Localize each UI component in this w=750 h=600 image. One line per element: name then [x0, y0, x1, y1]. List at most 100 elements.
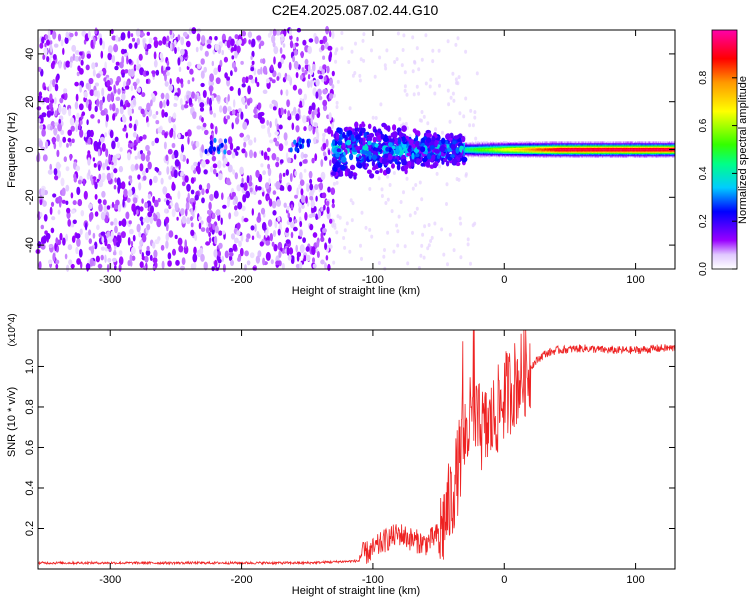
heat-cell: [404, 168, 408, 175]
heat-cell: [265, 78, 270, 84]
heat-cell: [164, 208, 168, 214]
heat-cell: [159, 100, 163, 109]
heat-cell: [446, 88, 450, 93]
heat-cell: [189, 197, 195, 203]
heat-cell: [385, 146, 390, 152]
heat-cell: [331, 30, 335, 39]
heat-cell: [177, 34, 181, 41]
heat-cell: [312, 263, 317, 269]
heat-cell: [107, 52, 112, 61]
heat-cell: [99, 37, 103, 46]
heat-cell: [157, 197, 161, 203]
heat-cell: [335, 47, 339, 52]
heat-cell: [299, 244, 305, 254]
heat-cell: [318, 95, 323, 101]
heat-cell: [251, 38, 256, 48]
heat-cell: [223, 56, 228, 63]
heat-cell: [393, 60, 397, 64]
heat-cell: [187, 136, 190, 145]
heat-cell: [184, 131, 189, 137]
heat-cell: [252, 266, 257, 271]
heat-cell: [324, 262, 327, 270]
heat-cell: [408, 138, 414, 146]
heat-cell: [180, 48, 185, 56]
heat-cell: [167, 148, 173, 155]
heat-cell: [142, 218, 146, 223]
heat-cell: [239, 166, 244, 175]
heat-cell: [359, 57, 363, 62]
heat-cell: [52, 252, 56, 262]
heat-cell: [152, 257, 158, 264]
heat-cell: [72, 200, 77, 206]
heat-cell: [310, 116, 314, 125]
heat-cell: [104, 61, 107, 70]
heat-cell: [286, 205, 290, 211]
heat-cell: [395, 145, 400, 153]
heat-cell: [327, 149, 331, 156]
heat-cell: [241, 30, 246, 37]
heat-cell: [384, 66, 388, 71]
heat-cell: [248, 181, 253, 187]
heat-cell: [218, 173, 223, 181]
heat-cell: [250, 78, 256, 84]
heat-cell: [141, 234, 147, 243]
heat-cell: [374, 147, 380, 152]
heat-cell: [190, 263, 195, 270]
heat-cell: [299, 261, 303, 269]
heat-cell: [300, 151, 305, 160]
heat-cell: [326, 206, 330, 215]
heat-cell: [307, 46, 313, 54]
heat-cell: [213, 249, 218, 258]
heat-cell: [213, 168, 217, 175]
heat-cell: [451, 71, 455, 76]
heat-cell: [157, 126, 163, 134]
heat-cell: [264, 182, 270, 190]
heat-cell: [105, 148, 109, 158]
heat-cell: [201, 35, 206, 44]
heat-cell: [119, 106, 124, 115]
heat-cell: [315, 91, 319, 99]
heat-cell: [469, 261, 472, 266]
heat-cell: [328, 112, 332, 121]
heat-cell: [190, 222, 194, 228]
heat-cell: [131, 246, 136, 255]
heat-cell: [165, 222, 169, 232]
heat-cell: [153, 39, 159, 49]
heat-cell: [136, 223, 141, 233]
heat-cell: [271, 79, 276, 84]
heat-cell: [447, 156, 453, 161]
heat-cell: [234, 34, 239, 40]
heat-cell: [422, 157, 428, 163]
heat-cell: [452, 140, 457, 145]
heat-cell: [422, 255, 426, 260]
heat-cell: [424, 33, 428, 38]
heat-cell: [336, 132, 340, 140]
heat-cell: [269, 103, 273, 109]
heat-cell: [362, 139, 366, 146]
heat-cell: [257, 186, 262, 191]
heat-cell: [342, 131, 346, 139]
heat-cell: [203, 66, 207, 73]
heat-cell: [466, 242, 470, 247]
heat-cell: [276, 199, 282, 207]
heat-cell: [324, 242, 328, 250]
heat-cell: [169, 42, 173, 52]
figure-title: C2E4.2025.087.02.44.G10: [272, 2, 439, 18]
heat-cell: [90, 129, 94, 138]
heat-cell: [162, 186, 168, 195]
heat-cell: [306, 254, 311, 262]
heat-cell: [420, 146, 426, 153]
heat-cell: [190, 216, 193, 222]
heat-cell: [312, 257, 315, 264]
heat-cell: [290, 231, 294, 239]
heat-cell: [124, 85, 130, 90]
heat-cell: [293, 226, 298, 232]
heat-cell: [200, 227, 206, 233]
heat-cell: [146, 245, 150, 252]
heat-cell: [173, 149, 179, 159]
heat-cell: [276, 156, 280, 162]
heat-cell: [303, 126, 307, 132]
heat-cell: [145, 249, 151, 256]
heat-cell: [408, 145, 412, 150]
heat-cell: [288, 61, 292, 71]
